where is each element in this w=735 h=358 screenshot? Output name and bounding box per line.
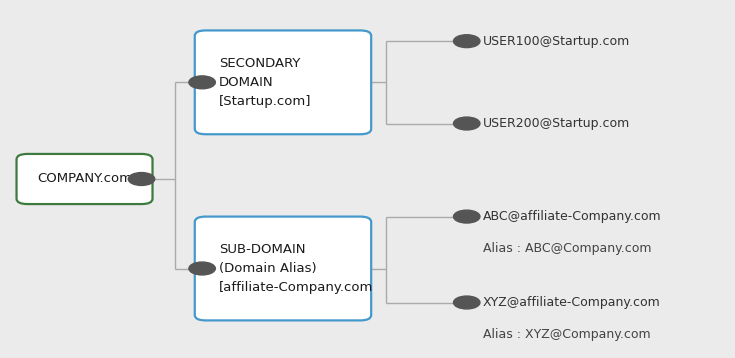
Text: ABC@affiliate-Company.com: ABC@affiliate-Company.com [483,210,662,223]
Circle shape [129,173,154,185]
Text: SECONDARY
DOMAIN
[Startup.com]: SECONDARY DOMAIN [Startup.com] [219,57,312,108]
Circle shape [453,35,480,48]
Text: COMPANY.com: COMPANY.com [37,173,132,185]
Circle shape [453,117,480,130]
Text: USER200@Startup.com: USER200@Startup.com [483,117,630,130]
FancyBboxPatch shape [195,30,371,134]
Circle shape [453,210,480,223]
Text: USER100@Startup.com: USER100@Startup.com [483,35,630,48]
FancyBboxPatch shape [17,154,153,204]
Text: Alias : XYZ@Company.com: Alias : XYZ@Company.com [483,328,650,341]
Text: Alias : ABC@Company.com: Alias : ABC@Company.com [483,242,651,255]
Text: XYZ@affiliate-Company.com: XYZ@affiliate-Company.com [483,296,661,309]
FancyBboxPatch shape [195,217,371,320]
Circle shape [189,76,215,89]
Text: SUB-DOMAIN
(Domain Alias)
[affiliate-Company.com: SUB-DOMAIN (Domain Alias) [affiliate-Com… [219,243,373,294]
Circle shape [189,262,215,275]
Circle shape [453,296,480,309]
